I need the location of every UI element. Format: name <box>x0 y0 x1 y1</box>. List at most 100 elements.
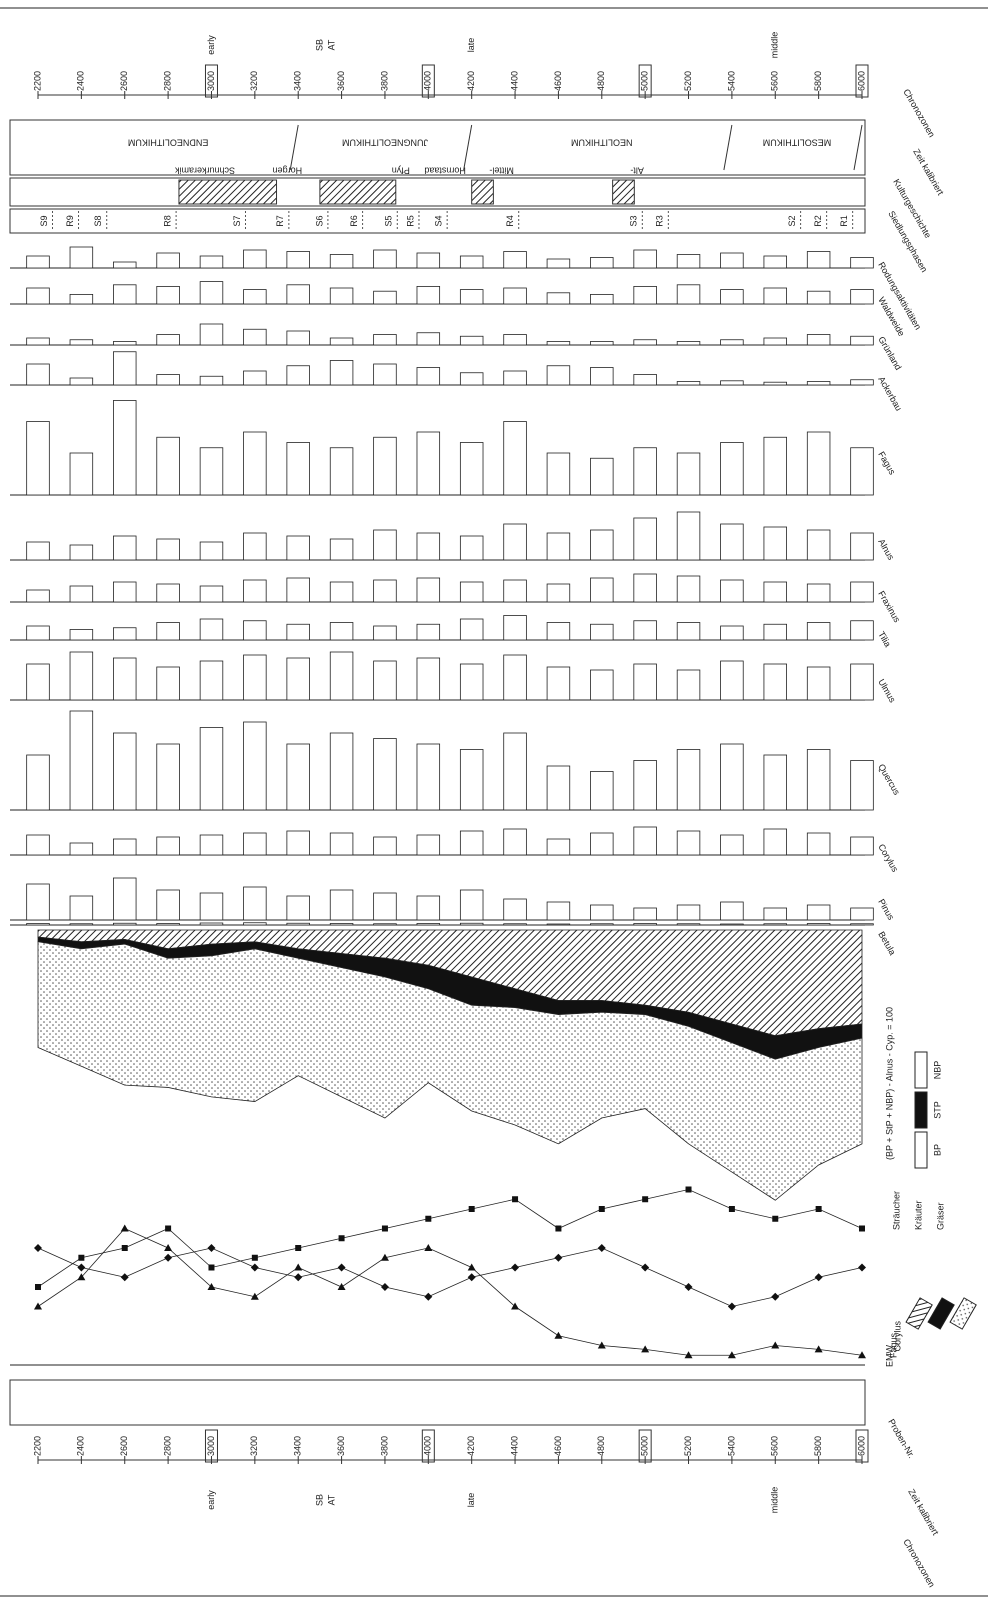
pollen-bar <box>546 583 571 603</box>
pollen-bar <box>329 622 354 641</box>
pollen-bar <box>416 834 441 856</box>
point <box>554 1331 563 1339</box>
point <box>554 1253 563 1262</box>
pollen-bar <box>286 657 310 701</box>
pollen-bar <box>156 252 180 269</box>
pollen-bar <box>763 663 787 701</box>
pollen-bar <box>720 923 744 926</box>
pollen-bar <box>156 583 180 603</box>
pollen-bar <box>373 923 397 926</box>
pollen-bar <box>199 541 224 561</box>
pollen-bar <box>329 337 354 346</box>
chronozone: middle <box>770 32 780 59</box>
pollen-bar <box>199 447 224 496</box>
chronozone: early <box>206 1490 216 1510</box>
pollen-bar <box>806 381 831 386</box>
pollen-bar <box>286 743 310 811</box>
pollen-bar <box>503 923 527 926</box>
pollen-bar <box>459 535 484 561</box>
point <box>120 1273 129 1282</box>
pollen-bar <box>459 749 484 811</box>
legend-label: EMW <box>884 1345 894 1368</box>
pollen-bar <box>373 836 397 856</box>
chronozone: SB <box>314 39 324 51</box>
pollen-bar <box>590 341 614 346</box>
tick-label: 3000 <box>206 1436 216 1456</box>
panel-label: (BP + StP + NBP) - Alnus - Cyp. = 100 <box>884 1007 894 1160</box>
pollen-bar <box>416 895 441 921</box>
line <box>37 1228 863 1356</box>
pollen-bar <box>416 367 441 386</box>
point <box>250 1292 259 1300</box>
pollen-bar <box>459 372 484 386</box>
point <box>727 1351 736 1359</box>
pollen-bar <box>590 771 614 811</box>
panel-label: Alnus <box>876 537 896 562</box>
tick-label: 2400 <box>76 71 86 91</box>
panel-label: Pinus <box>876 897 896 922</box>
pollen-bar <box>806 832 831 856</box>
pollen-bar <box>720 660 744 701</box>
culture: Schnurkeramik <box>174 166 235 176</box>
pollen-bar <box>329 447 354 496</box>
point <box>771 1341 780 1349</box>
pollen-bar <box>590 367 614 386</box>
pollen-bar <box>546 765 571 811</box>
period-divider <box>289 124 299 171</box>
zone: R6 <box>349 215 359 227</box>
pollen-bar <box>546 365 571 386</box>
line <box>37 1247 863 1307</box>
pollen-bar <box>503 898 527 921</box>
pollen-bar <box>806 622 831 641</box>
zone-frame <box>9 208 866 234</box>
period-divider <box>463 124 473 171</box>
pollen-bar <box>26 541 50 561</box>
pollen-bar <box>373 738 397 811</box>
axis-label: Zeit kalibriert <box>906 1487 941 1537</box>
pollen-bar <box>329 360 354 386</box>
point <box>425 1215 432 1222</box>
pollen-bar <box>329 581 354 603</box>
pollen-bar <box>503 732 527 811</box>
pollen-bar <box>69 629 94 641</box>
pollen-bar <box>156 923 180 926</box>
point <box>251 1254 258 1261</box>
tick-label: 5800 <box>813 71 823 91</box>
pollen-bar <box>286 830 310 856</box>
axis-label: Chronozonen <box>901 1537 937 1589</box>
legend-label: BP <box>932 1144 942 1156</box>
point <box>815 1206 822 1212</box>
pollen-bar <box>720 442 744 496</box>
legend-swatch <box>914 1131 928 1169</box>
pollen-bar <box>156 743 180 811</box>
zone: R2 <box>813 215 823 227</box>
point <box>641 1345 650 1353</box>
pollen-bar <box>763 436 787 496</box>
pollen-bar <box>546 292 571 305</box>
panel-label: Grünland <box>876 335 903 372</box>
pollen-bar <box>416 431 441 496</box>
pollen-bar <box>373 579 397 603</box>
pollen-bar <box>633 573 657 603</box>
legend-swatch <box>914 1091 928 1129</box>
pollen-bar <box>676 341 701 346</box>
pollen-bar <box>850 532 874 561</box>
point <box>642 1196 649 1203</box>
chronozone: middle <box>770 1487 780 1514</box>
pollen-bar <box>459 255 484 269</box>
pollen-bar <box>113 627 137 641</box>
legend-swatch <box>927 1297 955 1330</box>
pollen-bar <box>329 889 354 921</box>
zone: S3 <box>629 215 639 226</box>
pollen-bar <box>243 832 267 856</box>
legend-label: Sträucher <box>891 1191 901 1230</box>
point <box>338 1235 345 1242</box>
pollen-bar <box>503 523 527 561</box>
tick-label: 5400 <box>726 71 736 91</box>
pollen-bar <box>416 923 441 926</box>
culture-span <box>471 179 494 205</box>
pollen-bar <box>69 339 94 346</box>
tick-box <box>638 1429 652 1463</box>
pollen-bar <box>286 330 310 346</box>
pollen-bar <box>199 323 224 346</box>
